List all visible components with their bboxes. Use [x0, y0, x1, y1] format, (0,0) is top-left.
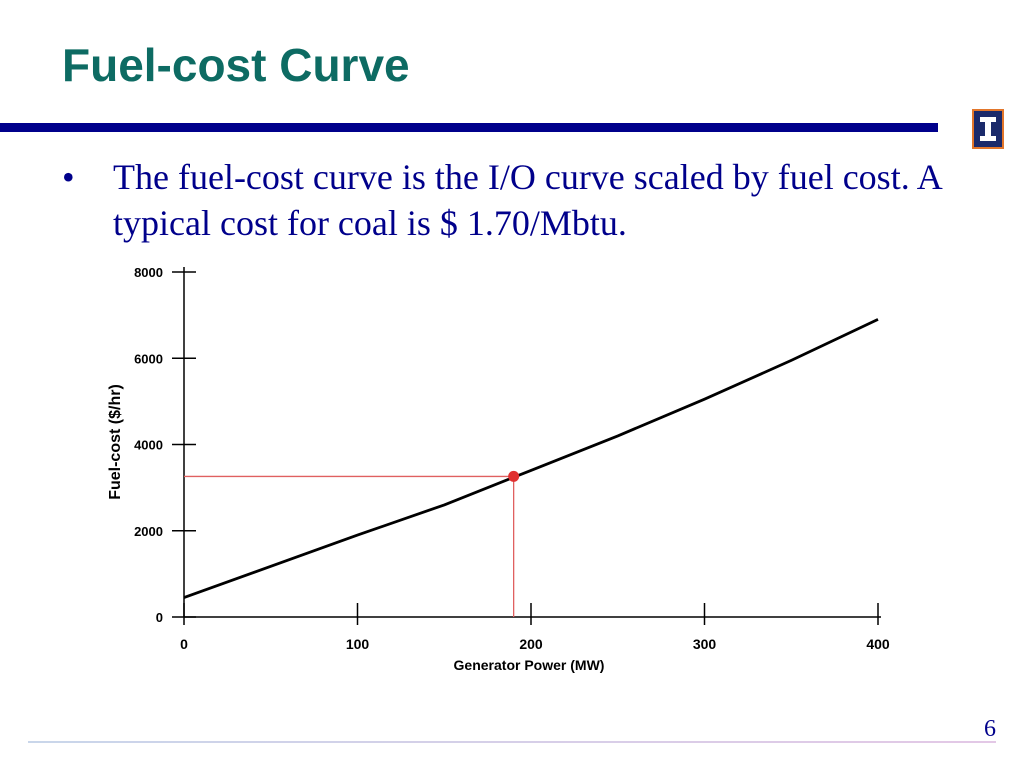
- x-tick-label: 300: [693, 636, 717, 652]
- title-divider: [0, 123, 938, 132]
- x-tick-label: 0: [180, 636, 188, 652]
- y-tick-label: 0: [156, 610, 163, 625]
- footer-divider: [28, 741, 996, 743]
- series-group: [183, 318, 879, 599]
- x-axis-label: Generator Power (MW): [454, 657, 605, 673]
- y-tick-label: 2000: [134, 524, 163, 539]
- y-axis-label: Fuel-cost ($/hr): [107, 384, 124, 500]
- y-tick-label: 6000: [134, 351, 163, 366]
- x-tick-label: 200: [519, 636, 543, 652]
- fuel-cost-line: [183, 318, 879, 599]
- y-tick-label: 4000: [134, 438, 163, 453]
- highlight-guides: [184, 475, 515, 617]
- bullet-text: The fuel-cost curve is the I/O curve sca…: [113, 157, 941, 243]
- y-tick-label: 8000: [134, 265, 163, 280]
- axis-ticks: [172, 271, 879, 625]
- university-logo: [972, 109, 1004, 149]
- x-tick-label: 100: [346, 636, 370, 652]
- slide-title: Fuel-cost Curve: [62, 39, 410, 91]
- bullet-marker: •: [62, 157, 75, 197]
- block-i-icon: [980, 117, 996, 141]
- operating-point-marker: [508, 470, 520, 482]
- page-number: 6: [984, 716, 996, 742]
- x-tick-label: 400: [866, 636, 890, 652]
